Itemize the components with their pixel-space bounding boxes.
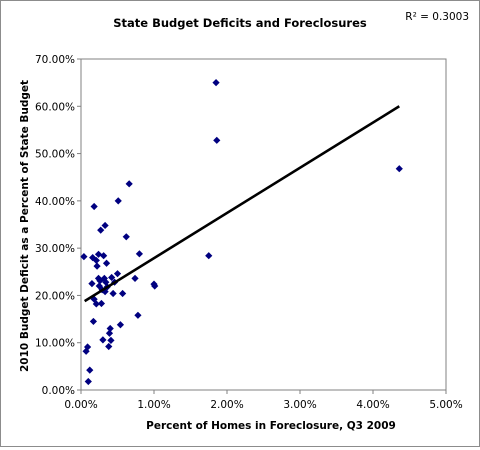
data-point [94, 274, 103, 283]
data-point [83, 343, 92, 351]
data-point [92, 256, 100, 265]
y-tick-label: 20.00% [35, 290, 75, 302]
data-point [213, 136, 221, 144]
data-point [97, 299, 106, 308]
x-tick-label: 5.00% [429, 399, 462, 411]
data-point [119, 289, 127, 298]
y-tick-label: 40.00% [35, 196, 75, 208]
plot-border [80, 58, 447, 391]
data-point [116, 321, 125, 329]
data-points [80, 79, 403, 386]
y-tick-label: 60.00% [35, 101, 75, 113]
data-point [80, 253, 88, 261]
data-point [109, 289, 117, 298]
data-point [102, 259, 111, 267]
data-point [97, 226, 105, 234]
x-tick-label: 2.00% [210, 399, 243, 411]
data-point [131, 274, 139, 283]
axis-ticks: 0.00% 1.00% 2.00% 3.00% 4.00% 5.00% 0.00% 10.00… [35, 54, 463, 411]
data-point [99, 336, 107, 344]
data-point [92, 300, 100, 308]
chart-title: State Budget Deficits and Foreclosures [113, 16, 367, 30]
data-point [93, 262, 101, 270]
data-point [151, 282, 159, 290]
y-tick-label: 0.00% [42, 385, 75, 397]
plot-area [80, 58, 447, 391]
data-point [94, 250, 103, 258]
y-axis-label: 2010 Budget Deficit as a Percent of Stat… [19, 80, 31, 372]
data-point [86, 366, 94, 374]
x-axis-label: Percent of Homes in Foreclosure, Q3 2009 [146, 420, 396, 432]
trend-line [83, 105, 400, 303]
data-point [89, 254, 97, 262]
data-point [89, 317, 98, 326]
data-point [395, 165, 403, 173]
y-tick-label: 10.00% [35, 338, 75, 350]
data-point [114, 197, 122, 205]
data-point [205, 252, 213, 260]
x-tick-label: 1.00% [137, 399, 170, 411]
r-squared-annotation: R² = 0.3003 [405, 11, 469, 23]
data-point [105, 342, 113, 351]
data-point [125, 180, 133, 188]
data-point [101, 221, 109, 230]
data-point [102, 278, 110, 286]
x-tick-label: 3.00% [283, 399, 316, 411]
data-point [101, 288, 109, 296]
data-point [106, 324, 114, 333]
y-tick-label: 70.00% [35, 54, 75, 66]
y-tick-label: 50.00% [35, 149, 75, 161]
data-point [100, 252, 108, 260]
data-point [122, 233, 130, 241]
data-point [105, 329, 114, 337]
data-point [100, 274, 108, 283]
data-point [84, 377, 92, 386]
data-point [88, 280, 96, 288]
data-point [113, 270, 122, 278]
data-point [108, 273, 116, 282]
data-point [134, 311, 142, 319]
x-tick-label: 4.00% [356, 399, 389, 411]
data-point [107, 336, 115, 344]
y-tick-label: 30.00% [35, 243, 75, 255]
data-point [90, 202, 98, 211]
x-tick-label: 0.00% [64, 399, 97, 411]
data-point [135, 250, 143, 258]
data-point [212, 79, 220, 87]
